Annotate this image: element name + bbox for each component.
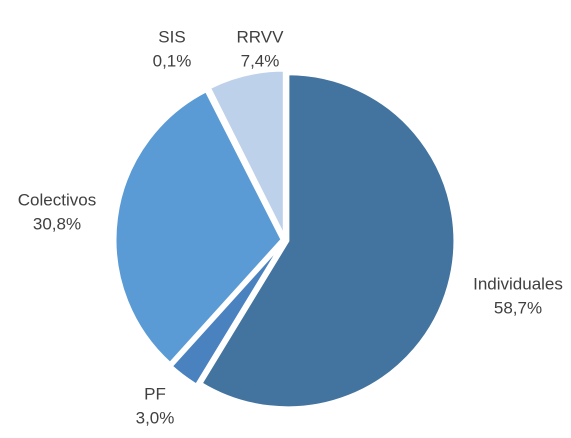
slice-label: Colectivos — [18, 190, 96, 209]
slice-label: SIS — [158, 27, 185, 46]
slice-label: RRVV — [237, 27, 285, 46]
slice-value-label: 30,8% — [33, 214, 81, 233]
pie-slice — [113, 88, 284, 366]
slice-value-label: 7,4% — [241, 51, 280, 70]
slice-value-label: 58,7% — [494, 298, 542, 317]
slice-value-label: 3,0% — [136, 408, 175, 427]
slice-label: PF — [144, 384, 166, 403]
pie-slice — [199, 72, 457, 410]
pie-slice — [169, 241, 285, 388]
pie-slice — [207, 68, 286, 238]
slice-label: Individuales — [473, 274, 563, 293]
slice-value-label: 0,1% — [153, 51, 192, 70]
